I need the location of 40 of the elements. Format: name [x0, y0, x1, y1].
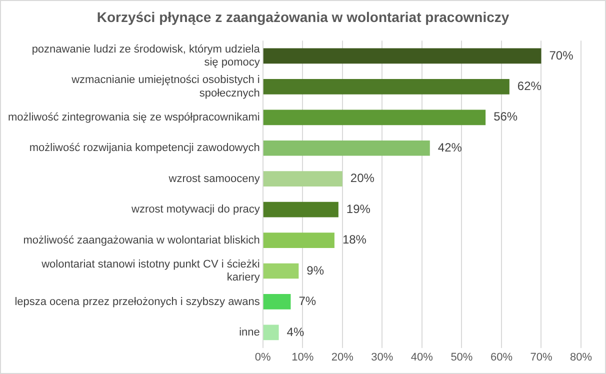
bar	[263, 202, 338, 218]
y-tick-label: wzmacnianie umiejętności osobistych i społecznych	[70, 74, 260, 100]
bar	[263, 79, 510, 94]
bar	[263, 48, 542, 64]
y-tick-label: wzrost samooceny	[168, 172, 260, 185]
data-label: 7%	[298, 294, 316, 308]
y-tick-label: możliwość zaangażowania w wolontariat bliskich	[23, 234, 260, 246]
x-tick-label: 20%	[331, 351, 354, 364]
data-label: 18%	[342, 232, 367, 247]
data-label: 42%	[438, 140, 462, 154]
x-tick-label: 10%	[292, 351, 314, 364]
bar	[263, 171, 342, 187]
x-tick-label: 70%	[530, 351, 552, 364]
bar	[263, 263, 299, 279]
y-tick-label: możliwość rozwijania kompetencji zawodowych	[29, 142, 260, 154]
data-label: 9%	[306, 263, 324, 278]
data-label: 62%	[517, 78, 542, 93]
data-label: 56%	[494, 110, 518, 124]
chart-title: Korzyści płynące z zaangażowania w wolontariat pracowniczy	[96, 9, 510, 25]
x-tick-label: 40%	[410, 351, 434, 364]
x-tick-label: 80%	[570, 351, 592, 364]
x-tick-label: 0%	[254, 351, 272, 364]
bar	[263, 324, 279, 340]
x-tick-label: 50%	[450, 351, 473, 364]
x-tick-label: 30%	[371, 351, 394, 364]
bar	[263, 232, 334, 248]
data-label: 4%	[286, 324, 304, 339]
data-label: 70%	[549, 48, 574, 62]
y-tick-label: wzrost motywacji do pracy	[130, 204, 260, 216]
y-tick-label: poznawanie ludzi ze środowisk, którym udziela się pomocy	[32, 43, 261, 69]
data-label: 20%	[350, 171, 375, 186]
data-label: 19%	[346, 202, 371, 216]
bar	[263, 294, 291, 310]
y-tick-label: inne	[239, 326, 260, 338]
y-tick-label: lepsza ocena przez przełożonych i szybszy awans	[14, 296, 260, 308]
bar	[263, 110, 486, 126]
x-tick-label: 60%	[490, 351, 513, 364]
bar	[263, 140, 430, 156]
y-tick-label: wolontariat stanowi istotny punkt CV i ścieżki kariery	[40, 258, 260, 284]
y-tick-label: możliwość zintegrowania się ze współpracownikami	[8, 111, 260, 124]
